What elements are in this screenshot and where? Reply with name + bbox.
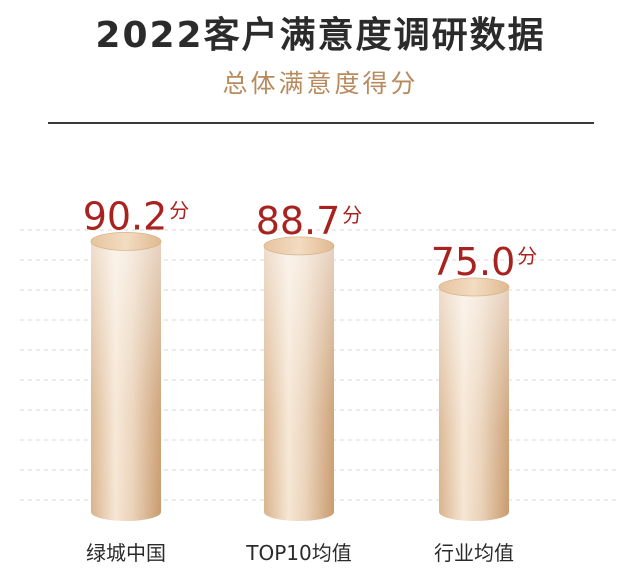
value-label: 75.0 分: [431, 240, 538, 284]
title-divider: [48, 122, 594, 124]
bar: [90, 231, 162, 521]
bar-highlight: [264, 245, 334, 521]
category-label: 绿城中国: [86, 541, 166, 565]
bar-top: [90, 231, 162, 251]
value-number: 90.2: [83, 194, 168, 238]
value-unit: 分: [517, 244, 537, 268]
bar-top: [438, 277, 510, 297]
category-label: TOP10均值: [245, 541, 351, 565]
value-number: 88.7: [256, 199, 341, 243]
value-label: 88.7 分: [256, 199, 363, 243]
bar: [263, 236, 335, 521]
bar-highlight: [439, 287, 509, 521]
chart-title: 2022客户满意度调研数据: [95, 15, 546, 56]
category-labels: 绿城中国 TOP10均值 行业均值: [86, 541, 514, 565]
bars: [90, 231, 510, 521]
value-unit: 分: [342, 203, 362, 227]
bar-highlight: [91, 241, 161, 521]
chart-subtitle: 总体满意度得分: [222, 69, 419, 98]
bar-top: [263, 236, 335, 256]
category-label: 行业均值: [434, 541, 514, 565]
value-unit: 分: [169, 198, 189, 222]
value-label: 90.2 分: [83, 194, 190, 238]
value-number: 75.0: [431, 240, 516, 284]
value-labels: 90.2 分 88.7 分75.0 分: [83, 194, 538, 284]
bar: [438, 277, 510, 521]
